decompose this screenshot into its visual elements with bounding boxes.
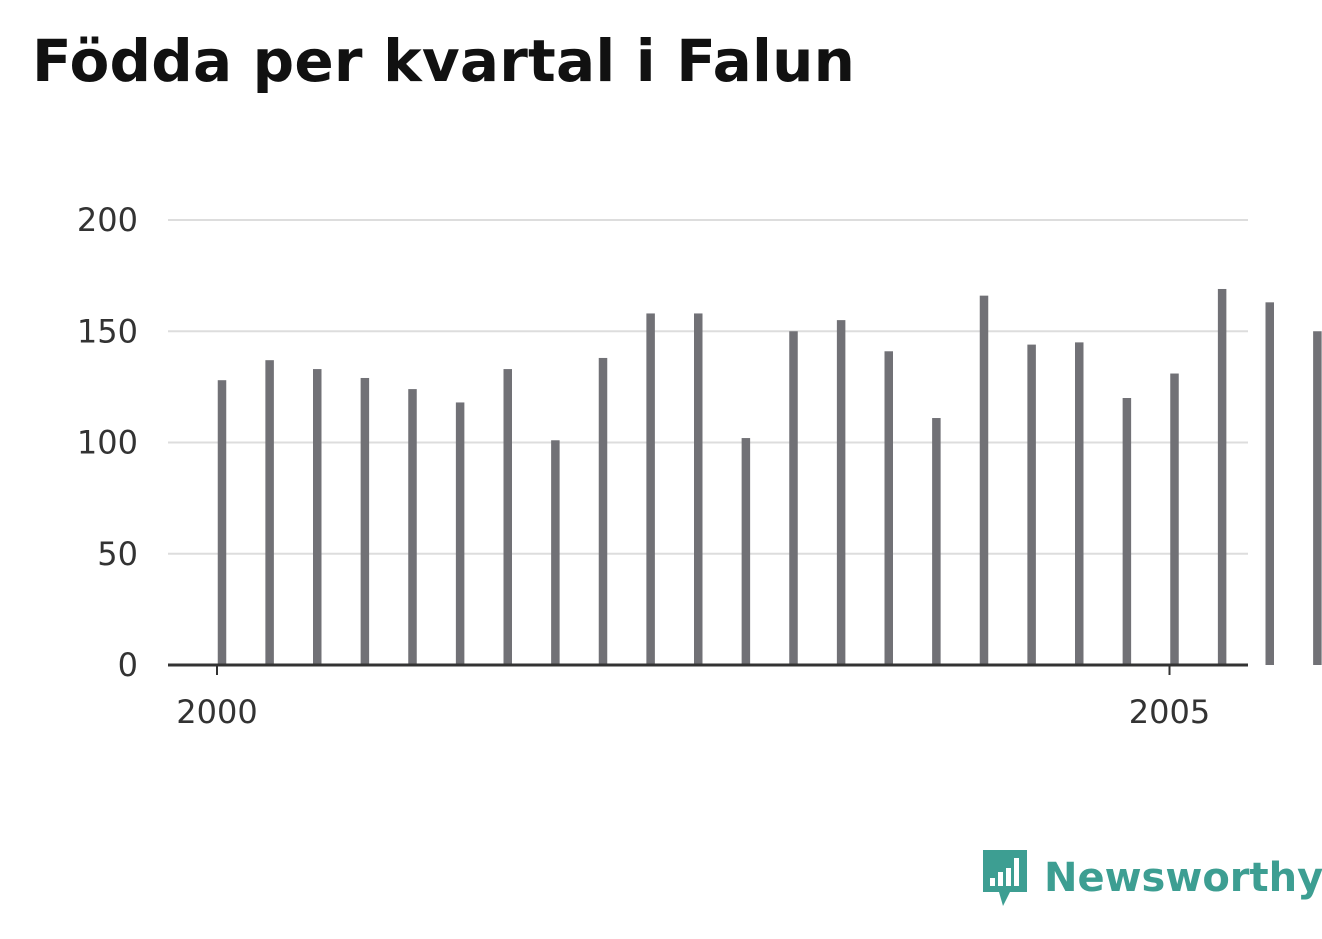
gridlines	[168, 219, 1248, 555]
chart-title: Födda per kvartal i Falun	[32, 27, 856, 95]
bar	[1265, 302, 1274, 665]
brand-name: Newsworthy	[1044, 855, 1322, 901]
y-tick-label: 50	[97, 535, 138, 573]
bar	[455, 402, 465, 665]
bar	[1027, 344, 1036, 665]
bar	[836, 320, 846, 665]
y-tick-label: 150	[77, 312, 138, 350]
bar	[1170, 373, 1179, 665]
bars	[217, 288, 1322, 665]
bar	[1313, 331, 1322, 665]
bar	[789, 331, 798, 665]
bar	[1122, 398, 1132, 665]
bar	[694, 313, 703, 665]
bar	[884, 351, 893, 665]
bar	[979, 295, 989, 665]
bar	[265, 360, 274, 665]
bar	[408, 389, 417, 665]
bar	[503, 369, 512, 665]
x-tick-label: 2000	[176, 693, 257, 731]
bar	[551, 440, 560, 665]
newsworthy-brand: Newsworthy	[980, 848, 1322, 908]
bar	[217, 380, 227, 665]
bar	[932, 418, 941, 665]
x-axis-ticks: 200020052010201520202025	[176, 665, 1210, 731]
y-tick-label: 200	[77, 201, 138, 239]
bar	[1217, 288, 1227, 665]
newsworthy-logo-icon	[983, 850, 1027, 906]
y-tick-label: 0	[118, 646, 138, 684]
bar	[598, 357, 608, 665]
bar	[1075, 342, 1084, 665]
bar	[646, 313, 655, 665]
y-axis-ticks: 0 50 100 150 200	[77, 201, 138, 684]
bar	[360, 377, 370, 665]
x-tick-label: 2005	[1129, 693, 1210, 731]
bar	[313, 369, 322, 665]
y-tick-label: 100	[77, 424, 138, 462]
bar	[741, 438, 751, 665]
